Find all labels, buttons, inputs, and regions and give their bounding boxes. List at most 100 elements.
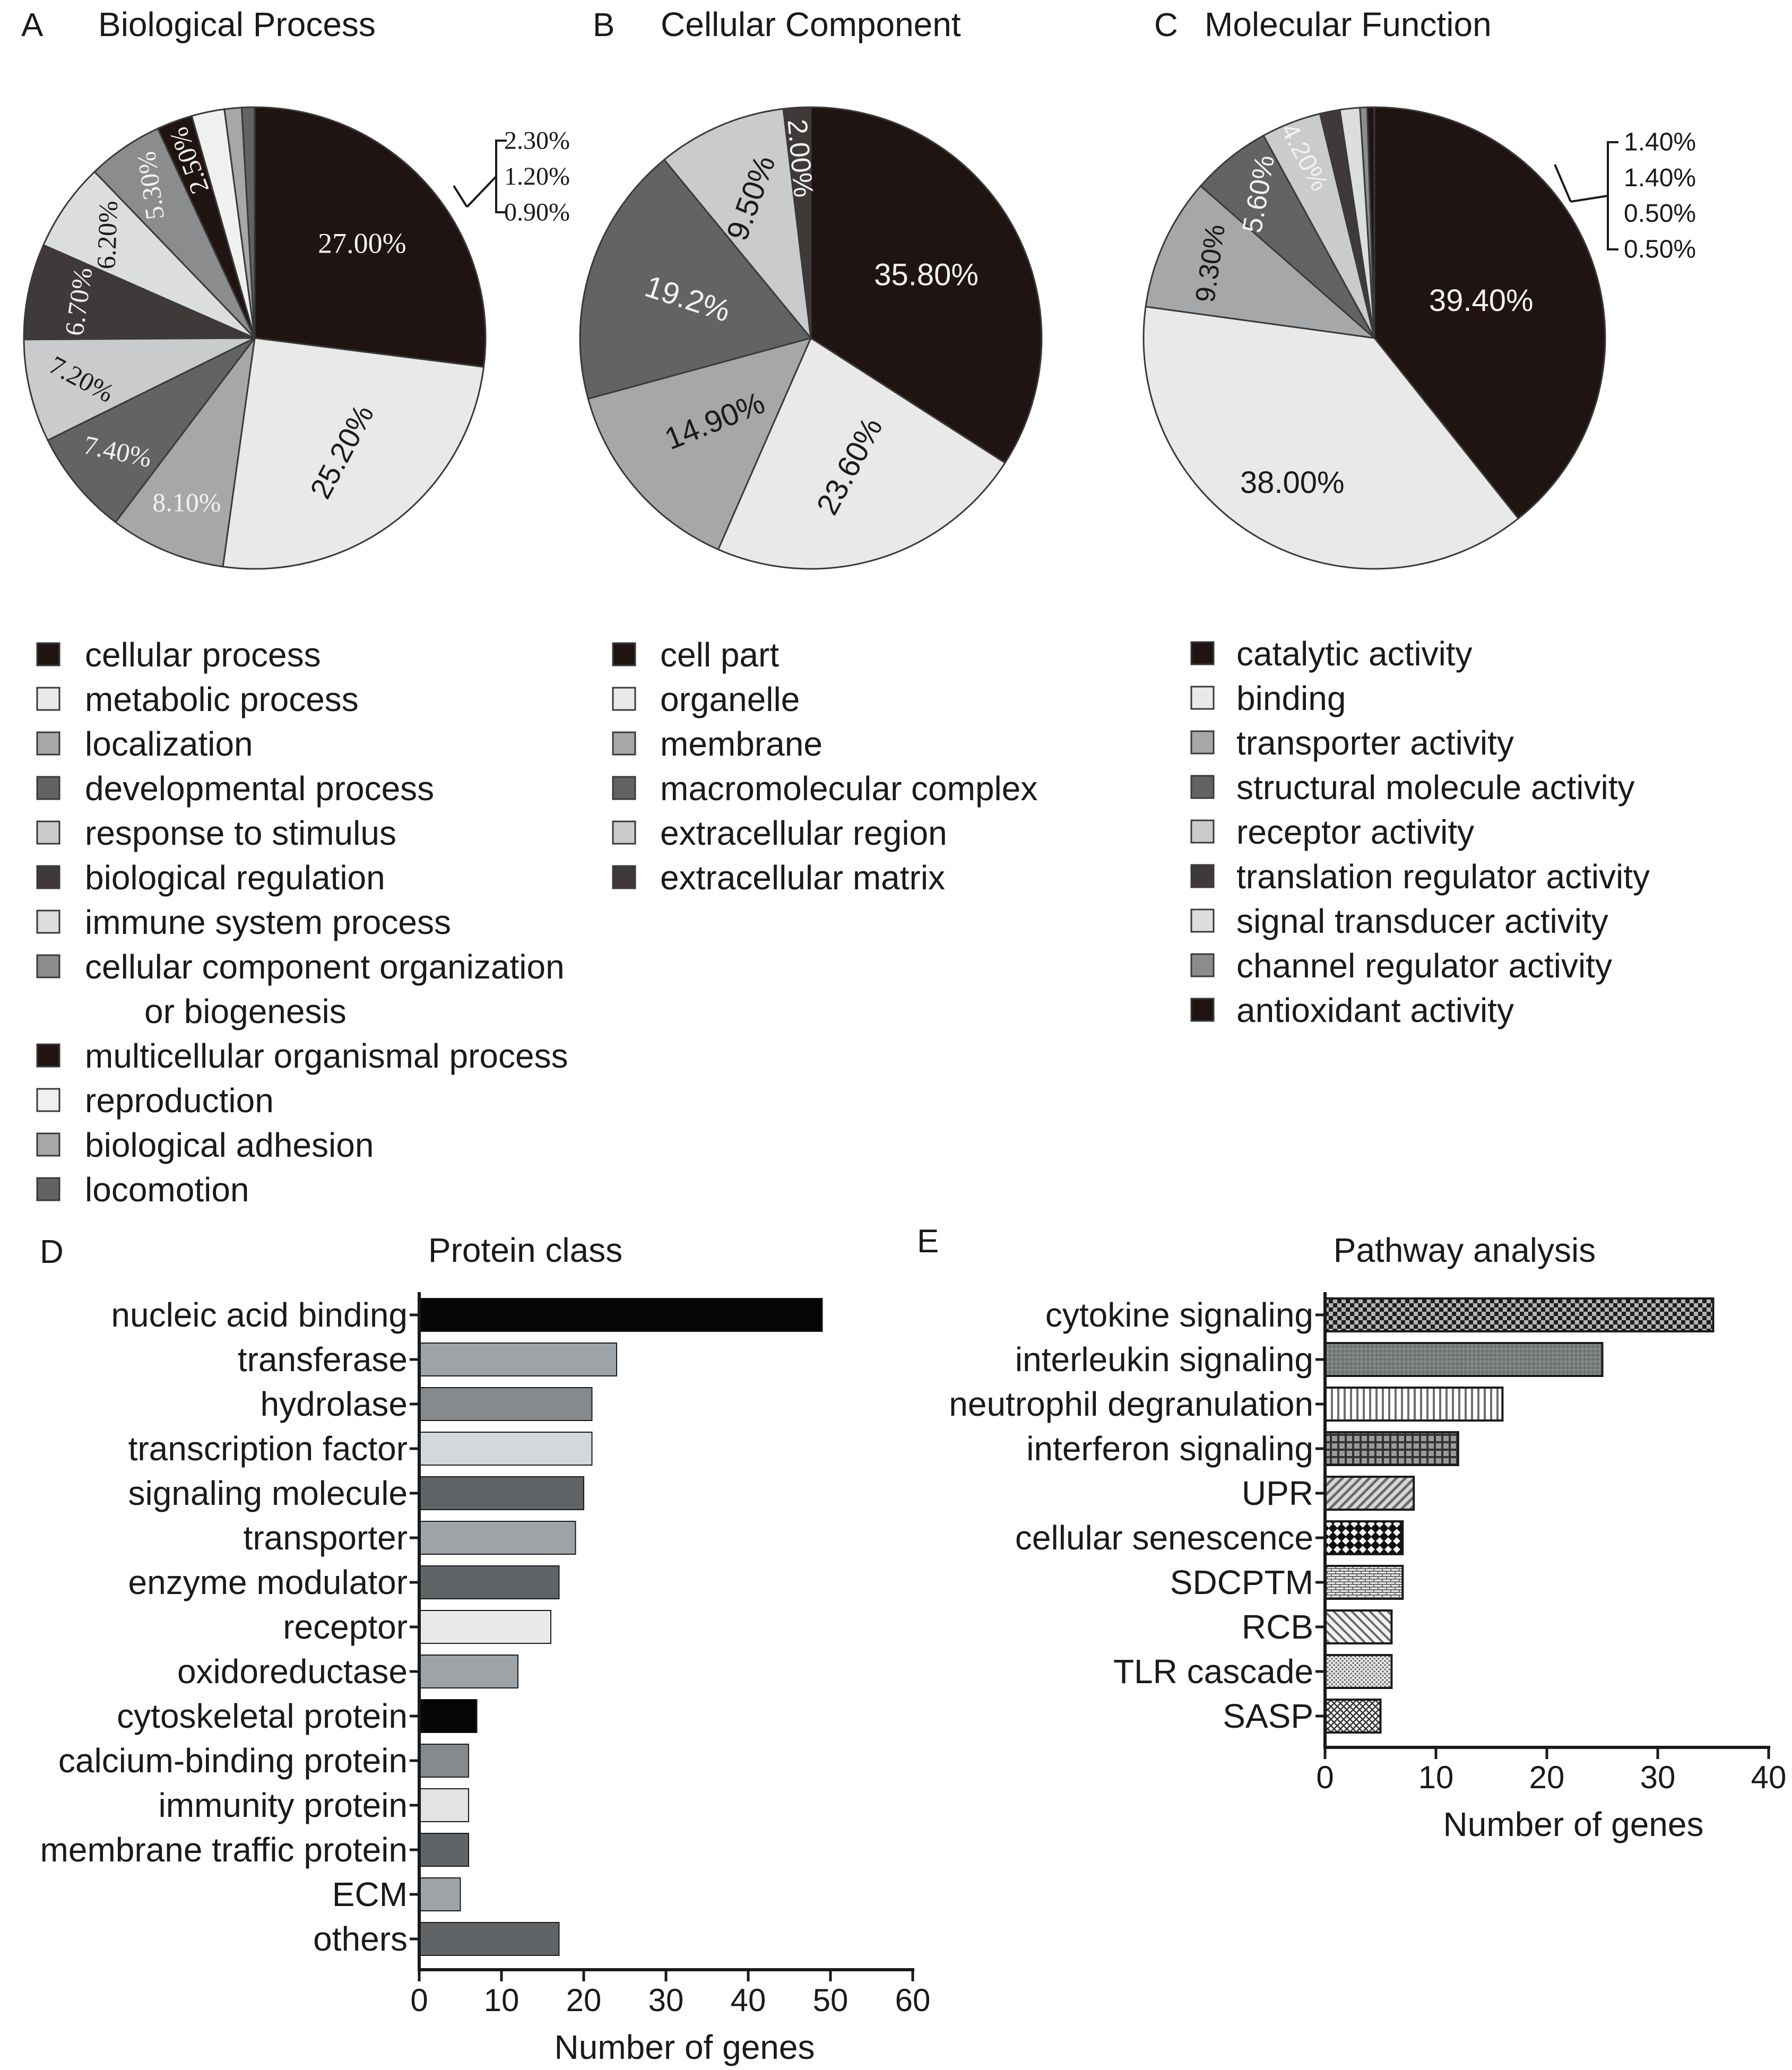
x-tick-label: 60 bbox=[895, 1982, 931, 2018]
legend-label-extracellular-matrix: extracellular matrix bbox=[660, 859, 945, 897]
bar-sasp[interactable] bbox=[1324, 1699, 1382, 1734]
legend-swatch-biological-regulation bbox=[36, 865, 60, 889]
pie-slice-membrane[interactable] bbox=[587, 336, 812, 551]
bar-interferon-signaling[interactable] bbox=[1324, 1431, 1459, 1466]
panel-label-B: B bbox=[593, 7, 614, 44]
pie-slice-structural-molecule-activity[interactable] bbox=[1199, 134, 1375, 339]
bar-nucleic-acid-binding[interactable] bbox=[419, 1298, 823, 1332]
callout-bracket bbox=[1607, 141, 1618, 250]
pie-slice-transporter-activity[interactable] bbox=[1145, 185, 1377, 340]
callout-connector bbox=[1570, 195, 1608, 203]
pie-slice-catalytic-activity[interactable] bbox=[1373, 106, 1606, 520]
legend-label-response-to-stimulus: response to stimulus bbox=[85, 814, 396, 852]
x-tick-label: 10 bbox=[1418, 1760, 1454, 1795]
bar-panel-E: E Pathway analysis cytokine signaling inter… bbox=[917, 1223, 1786, 1843]
bar-oxidoreductase[interactable] bbox=[419, 1655, 518, 1688]
pie-label-immune-system-process: 6.20% bbox=[91, 200, 123, 270]
bar-interleukin-signaling[interactable] bbox=[1324, 1342, 1604, 1377]
pie-slice-antioxidant-activity[interactable] bbox=[1366, 106, 1375, 339]
category-label-receptor: receptor bbox=[283, 1608, 408, 1646]
legend-label-cell-part: cell part bbox=[660, 636, 779, 674]
pie-slice-extracellular-region[interactable] bbox=[663, 108, 812, 341]
pie-slice-biological-regulation[interactable] bbox=[23, 244, 255, 341]
pie-slice-response-to-stimulus[interactable] bbox=[23, 337, 255, 441]
pie-slice-immune-system-process[interactable] bbox=[42, 170, 256, 339]
pie-slice-locomotion[interactable] bbox=[240, 106, 256, 339]
legend-label-channel-regulator-activity: channel regulator activity bbox=[1236, 947, 1612, 985]
bar-transferase[interactable] bbox=[419, 1343, 617, 1376]
callout-label-translation-regulator-activity: 1.40% bbox=[1624, 128, 1696, 157]
legend-swatch-antioxidant-activity bbox=[1190, 998, 1215, 1022]
category-label-cytokine-signaling: cytokine signaling bbox=[1045, 1296, 1313, 1334]
pie-panel-C: C Molecular Function39.40%38.00%9.30%5.60… bbox=[1142, 5, 1696, 1029]
x-tick-label: 0 bbox=[410, 1982, 428, 2018]
x-tick-label: 10 bbox=[484, 1982, 520, 2018]
pie-slice-metabolic-process[interactable] bbox=[222, 337, 485, 570]
legend-swatch-translation-regulator-activity bbox=[1190, 864, 1215, 888]
bar-others[interactable] bbox=[419, 1922, 560, 1956]
panel-label-A: A bbox=[21, 7, 44, 44]
pie-slice-localization[interactable] bbox=[114, 335, 256, 568]
bar-sdcptm[interactable] bbox=[1324, 1565, 1404, 1600]
legend-label-receptor-activity: receptor activity bbox=[1236, 813, 1474, 851]
bar-cellular-senescence[interactable] bbox=[1324, 1520, 1404, 1555]
legend-swatch-catalytic-activity bbox=[1190, 641, 1215, 665]
legend-label-developmental-process: developmental process bbox=[85, 769, 434, 808]
x-tick-label: 50 bbox=[813, 1982, 849, 2018]
legend-swatch-transporter-activity bbox=[1190, 730, 1215, 755]
bar-cytoskeletal-protein[interactable] bbox=[419, 1699, 478, 1733]
pie-slice-cellular-component-organization[interactable] bbox=[93, 127, 256, 339]
pie-slice-binding[interactable] bbox=[1142, 306, 1520, 570]
bar-membrane-traffic-protein[interactable] bbox=[419, 1833, 469, 1867]
bar-tlr-cascade[interactable] bbox=[1324, 1654, 1393, 1689]
pie-slice-macromolecular-complex[interactable] bbox=[579, 158, 812, 400]
legend-swatch-receptor-activity bbox=[1190, 819, 1215, 844]
bar-transcription-factor[interactable] bbox=[419, 1432, 593, 1466]
legend-label-extracellular-region: extracellular region bbox=[660, 814, 947, 852]
legend-swatch-signal-transducer-activity bbox=[1190, 908, 1215, 933]
legend-label-biological-regulation: biological regulation bbox=[85, 859, 385, 897]
callout-bracket bbox=[495, 140, 507, 213]
callout-connector bbox=[466, 176, 497, 208]
bar-calcium-binding-protein[interactable] bbox=[419, 1744, 469, 1778]
pie-slice-cell-part[interactable] bbox=[810, 106, 1043, 464]
pie-slice-extracellular-matrix[interactable] bbox=[782, 106, 812, 339]
legend-swatch-immune-system-process bbox=[36, 910, 60, 934]
legend-label-membrane: membrane bbox=[660, 725, 823, 763]
x-tick-label: 30 bbox=[1640, 1760, 1676, 1795]
bar-receptor[interactable] bbox=[419, 1610, 551, 1644]
legend-label-cellular-component-organization: cellular component organization bbox=[85, 948, 565, 986]
legend-swatch-multicellular-organismal-process bbox=[36, 1043, 60, 1068]
pie-charts: A Biological Process27.00%25.20%8.10%7.40… bbox=[21, 5, 1696, 1209]
callout-label-biological-adhesion: 1.20% bbox=[504, 162, 570, 190]
legend-swatch-biological-adhesion bbox=[36, 1132, 60, 1157]
chart-title-B: Cellular Component bbox=[661, 5, 961, 44]
bar-immunity-protein[interactable] bbox=[419, 1788, 469, 1822]
bar-signaling-molecule[interactable] bbox=[419, 1476, 584, 1510]
pie-slice-developmental-process[interactable] bbox=[46, 337, 256, 524]
bar-enzyme-modulator[interactable] bbox=[419, 1565, 560, 1599]
pie-slice-cellular-process[interactable] bbox=[254, 106, 487, 368]
bar-cytokine-signaling[interactable] bbox=[1324, 1297, 1715, 1332]
chart-title-D: Protein class bbox=[428, 1231, 622, 1269]
bar-panel-D: D Protein class nucleic acid binding transf… bbox=[40, 1231, 930, 2066]
legend-label-signal-transducer-activity: signal transducer activity bbox=[1236, 902, 1608, 940]
bar-ecm[interactable] bbox=[419, 1877, 461, 1911]
callout-label-signal-transducer-activity: 1.40% bbox=[1624, 164, 1696, 192]
panel-label-C: C bbox=[1154, 7, 1178, 44]
chart-title-C: Molecular Function bbox=[1205, 5, 1492, 44]
bar-upr[interactable] bbox=[1324, 1476, 1415, 1511]
pie-label-extracellular-matrix: 2.00% bbox=[781, 118, 819, 198]
legend-label-catalytic-activity: catalytic activity bbox=[1236, 635, 1473, 673]
category-label-transporter: transporter bbox=[244, 1519, 408, 1557]
x-tick-label: 40 bbox=[1751, 1760, 1787, 1795]
pie-slice-organelle[interactable] bbox=[717, 336, 1006, 570]
legend-label-localization: localization bbox=[85, 725, 253, 763]
bar-rcb[interactable] bbox=[1324, 1609, 1393, 1644]
legend-swatch-localization bbox=[36, 731, 60, 756]
bar-neutrophil-degranulation[interactable] bbox=[1324, 1387, 1504, 1422]
bar-hydrolase[interactable] bbox=[419, 1387, 593, 1421]
x-axis-title: Number of genes bbox=[1443, 1805, 1704, 1843]
bar-transporter[interactable] bbox=[419, 1521, 576, 1555]
